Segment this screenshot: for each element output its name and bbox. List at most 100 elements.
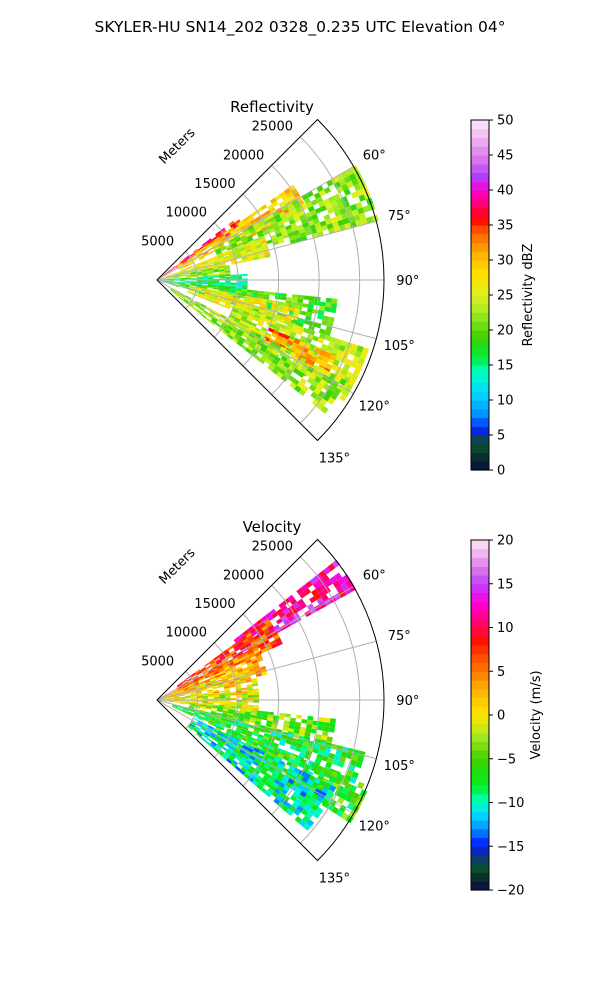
velocity-echo-cell: [162, 698, 169, 700]
reflectivity-echo-cell: [230, 276, 237, 279]
velocity-colorbar-segment: [471, 583, 489, 594]
velocity-echo-cell: [303, 823, 311, 831]
reflectivity-echo-cell: [208, 313, 214, 318]
reflectivity-echo-cell: [194, 304, 200, 309]
reflectivity-echo-cell: [191, 254, 197, 259]
velocity-colorbar-segment: [471, 636, 489, 646]
reflectivity-echo-cell: [173, 282, 180, 285]
velocity-colorbar-segment: [471, 706, 489, 716]
velocity-echo-cell: [168, 696, 174, 698]
velocity-echo-cell: [247, 724, 255, 729]
velocity-colorbar-segment: [471, 811, 489, 821]
reflectivity-colorbar-tick-label: 0: [497, 464, 505, 479]
velocity-echo-cell: [219, 739, 226, 745]
velocity-echo-cell: [256, 639, 264, 646]
velocity-echo-cell: [207, 694, 214, 696]
reflectivity-echo-cell: [175, 291, 181, 296]
reflectivity-echo-cell: [286, 202, 294, 209]
velocity-echo-cell: [244, 656, 251, 662]
velocity-echo-cell: [280, 615, 288, 622]
velocity-echo-cell: [196, 692, 202, 695]
reflectivity-colorbar-tick-label: 45: [497, 149, 514, 164]
velocity-echo-cell: [337, 577, 346, 586]
velocity-echo-cell: [197, 676, 203, 680]
velocity-echo-cell: [172, 689, 178, 693]
velocity-echo-cell: [311, 588, 319, 597]
reflectivity-echo-cell: [317, 354, 325, 361]
velocity-echo-cell: [213, 696, 220, 699]
velocity-echo-cell: [315, 585, 324, 594]
reflectivity-sector-frame: [156, 118, 385, 442]
velocity-echo-cell: [303, 804, 312, 812]
velocity-colorbar-segment: [471, 697, 489, 707]
reflectivity-echo-cell: [214, 299, 220, 304]
reflectivity-echo-cell: [284, 348, 292, 356]
velocity-echo-cell: [217, 685, 224, 689]
velocity-echo-cell: [292, 601, 300, 609]
velocity-echo-cell: [257, 734, 264, 739]
reflectivity-echo-cell: [307, 304, 314, 309]
velocity-echo-cell: [245, 642, 252, 649]
reflectivity-echo-cell: [351, 178, 359, 187]
reflectivity-colorbar-label: Reflectivity dBZ: [521, 244, 536, 347]
reflectivity-echo-cell: [224, 274, 231, 277]
velocity-echo-cell: [336, 773, 344, 781]
velocity-echo-cell: [234, 765, 241, 772]
velocity-echo-cell: [224, 725, 231, 729]
velocity-echo-cell: [337, 761, 345, 768]
velocity-echo-cell: [224, 668, 231, 673]
reflectivity-echo-cell: [218, 271, 225, 274]
reflectivity-echo-cell: [278, 332, 285, 338]
reflectivity-echo-cell: [298, 228, 305, 234]
velocity-echo-cell: [273, 757, 281, 764]
reflectivity-echo-cell: [317, 314, 324, 320]
velocity-echo-cell: [331, 771, 339, 778]
reflectivity-echo-cell: [280, 293, 287, 297]
reflectivity-echo-cell: [179, 259, 185, 264]
reflectivity-echo-cell: [283, 197, 291, 205]
velocity-echo-cell: [316, 753, 324, 760]
reflectivity-echo-cell: [247, 237, 254, 243]
reflectivity-echo-cell: [309, 209, 317, 217]
reflectivity-echo-cell: [269, 197, 277, 204]
velocity-echo-cell: [239, 643, 246, 649]
reflectivity-echo-cell: [231, 309, 238, 314]
reflectivity-echo-cell: [342, 217, 350, 225]
velocity-echo-cell: [213, 704, 220, 707]
reflectivity-echo-cell: [162, 280, 169, 282]
reflectivity-echo-cell: [245, 222, 252, 228]
reflectivity-echo-cell: [196, 276, 203, 279]
reflectivity-echo-cell: [227, 294, 234, 298]
velocity-colorbar-tick-label: 5: [497, 665, 505, 680]
velocity-radial-tick-label: 5000: [141, 654, 174, 669]
reflectivity-echo-cell: [201, 270, 208, 273]
reflectivity-echo-cell: [247, 335, 254, 341]
velocity-echo-cell: [188, 705, 195, 708]
velocity-echo-cell: [243, 654, 250, 660]
velocity-echo-cell: [306, 789, 315, 797]
reflectivity-colorbar-segment: [471, 426, 489, 436]
reflectivity-colorbar-segment: [471, 268, 489, 279]
reflectivity-echo-cell: [213, 246, 219, 251]
reflectivity-echo-cell: [278, 223, 286, 230]
reflectivity-echo-cell: [262, 216, 269, 222]
reflectivity-panel: Reflectivity 50001000015000200002500060°…: [141, 98, 536, 479]
reflectivity-echo-cell: [303, 197, 311, 205]
velocity-colorbar-segment: [471, 750, 489, 760]
reflectivity-echo-cell: [322, 356, 330, 364]
velocity-echo-cell: [247, 757, 254, 764]
velocity-echo-cell: [201, 688, 208, 692]
reflectivity-echo-cell: [290, 188, 298, 195]
reflectivity-echo-cell: [260, 301, 267, 306]
velocity-echo-cell: [241, 728, 248, 733]
velocity-echo-cell: [282, 755, 290, 761]
velocity-echo-cell: [188, 709, 195, 713]
velocity-echo-cell: [230, 705, 237, 709]
reflectivity-angular-tick-label: 135°: [319, 451, 350, 466]
velocity-colorbar-segment: [471, 653, 489, 664]
reflectivity-echo-cell: [292, 378, 300, 386]
reflectivity-echo-cell: [250, 322, 257, 328]
velocity-echo-cell: [274, 637, 282, 644]
reflectivity-echo-cell: [309, 373, 317, 381]
velocity-echo-cell: [245, 770, 252, 777]
